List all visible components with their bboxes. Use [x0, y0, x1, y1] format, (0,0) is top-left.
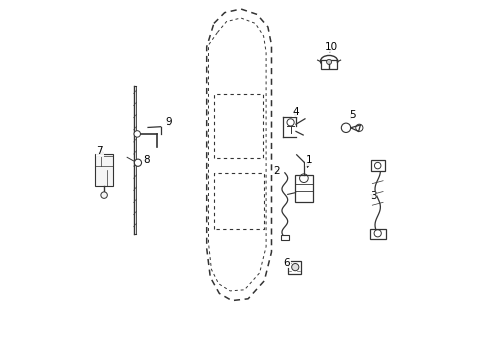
Circle shape [134, 159, 141, 166]
Circle shape [134, 131, 140, 137]
Bar [280, 235, 288, 240]
Text: 3: 3 [369, 191, 376, 201]
Text: 2: 2 [273, 166, 280, 176]
Bar [321, 60, 336, 69]
Text: 10: 10 [324, 42, 337, 52]
Text: 9: 9 [165, 117, 172, 127]
Circle shape [326, 59, 331, 64]
Bar [287, 261, 300, 274]
Bar [370, 160, 384, 171]
Text: 5: 5 [348, 110, 355, 120]
Bar [294, 175, 312, 202]
Text: 1: 1 [305, 155, 312, 165]
Text: 8: 8 [143, 155, 150, 165]
Bar [369, 229, 385, 239]
Ellipse shape [320, 55, 337, 67]
Circle shape [291, 264, 298, 271]
Text: 6: 6 [283, 258, 290, 268]
Circle shape [101, 192, 107, 198]
Circle shape [341, 123, 350, 132]
Text: 4: 4 [292, 107, 299, 117]
Bar [95, 154, 113, 186]
Text: 7: 7 [96, 146, 103, 156]
